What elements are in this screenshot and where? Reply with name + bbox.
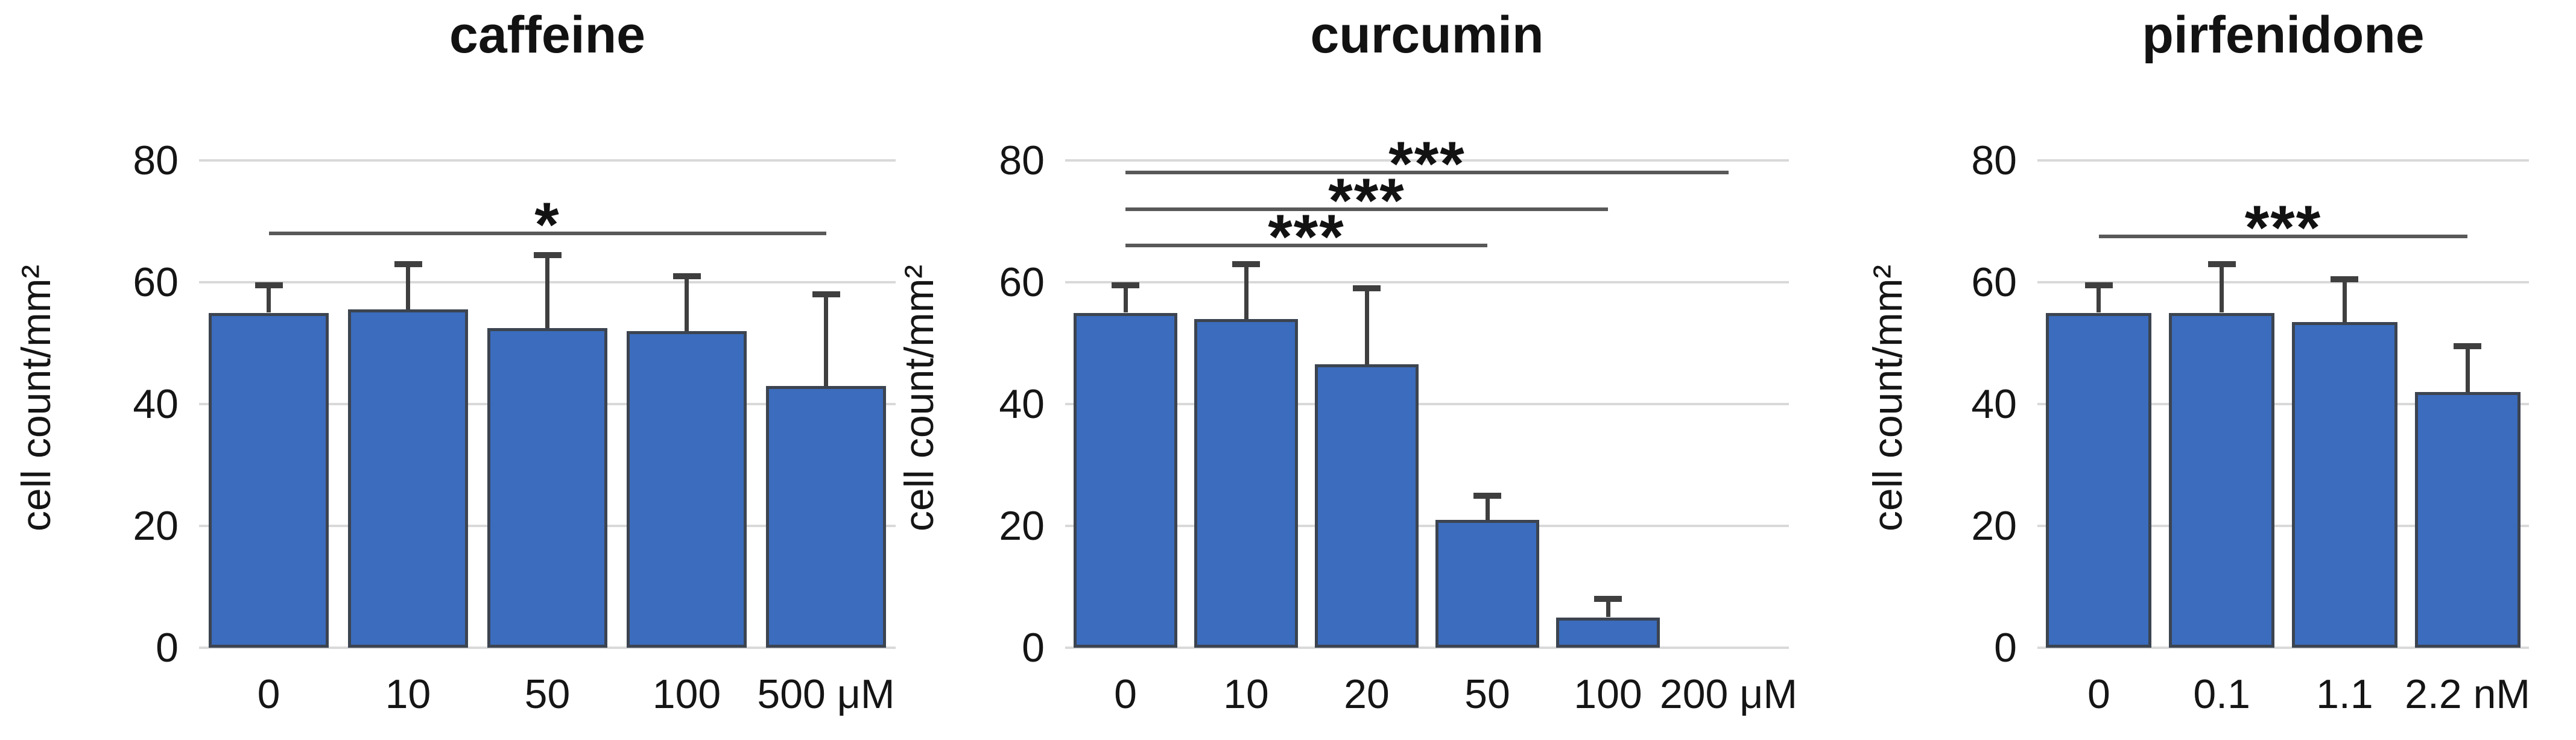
error-bar-stem xyxy=(2220,264,2224,313)
significance-label: * xyxy=(534,190,560,261)
bar xyxy=(348,309,468,648)
error-bar-stem xyxy=(2342,279,2347,322)
x-tick-label: 0 xyxy=(2087,671,2110,717)
significance-line xyxy=(1125,171,1729,175)
error-bar-cap xyxy=(1112,282,1139,289)
bar xyxy=(209,312,329,648)
bar xyxy=(1556,617,1660,648)
error-bar-stem xyxy=(2465,346,2470,392)
error-bar-stem xyxy=(406,264,410,310)
gridline-y80 xyxy=(199,159,896,162)
error-bar-cap xyxy=(533,251,562,258)
error-bar-cap xyxy=(1232,261,1260,267)
y-tick-label: 80 xyxy=(1971,138,2017,183)
y-tick-label: 60 xyxy=(999,259,1045,305)
x-tick-label: 10 xyxy=(385,671,431,717)
significance-label: *** xyxy=(1388,129,1466,200)
y-tick-label: 40 xyxy=(1971,381,2017,427)
x-tick-label: 0.1 xyxy=(2193,671,2250,717)
bar xyxy=(1435,519,1539,648)
gridline-y60 xyxy=(2037,281,2529,283)
gridline-y0 xyxy=(199,647,896,649)
bar xyxy=(2414,391,2521,648)
x-tick-label: 50 xyxy=(1464,671,1510,717)
error-bar-cap xyxy=(1353,285,1381,292)
significance-line xyxy=(1125,207,1608,211)
error-bar-stem xyxy=(1244,264,1248,319)
gridline-y0 xyxy=(2037,647,2529,649)
error-bar-stem xyxy=(545,255,549,328)
y-tick-label: 20 xyxy=(999,503,1045,549)
x-tick-label: 0 xyxy=(257,671,280,717)
error-bar-stem xyxy=(685,276,689,331)
error-bar-stem xyxy=(267,285,271,313)
x-tick-label: 1.1 xyxy=(2316,671,2373,717)
error-bar-cap xyxy=(812,291,840,298)
bar xyxy=(2291,321,2397,648)
x-tick-label: 0 xyxy=(1114,671,1137,717)
y-tick-label: 20 xyxy=(133,503,179,549)
error-bar-stem xyxy=(1364,288,1369,365)
x-tick-label: 100 xyxy=(652,671,721,717)
error-bar-cap xyxy=(2331,276,2359,282)
y-tick-label: 40 xyxy=(133,381,179,427)
significance-label: *** xyxy=(1268,202,1345,273)
x-tick-label: 500 μM xyxy=(757,671,895,717)
gridline-y80 xyxy=(2037,159,2529,162)
chart-title: pirfenidone xyxy=(2142,6,2425,64)
bar xyxy=(766,385,886,648)
x-tick-label: 200 μM xyxy=(1659,671,1798,717)
bar xyxy=(1074,312,1177,648)
error-bar-cap xyxy=(2084,282,2113,289)
x-tick-label: 20 xyxy=(1344,671,1390,717)
x-tick-label: 50 xyxy=(524,671,571,717)
error-bar-stem xyxy=(1123,285,1128,313)
bar xyxy=(1315,364,1419,648)
gridline-y40 xyxy=(2037,403,2529,405)
y-tick-label: 0 xyxy=(1994,625,2017,671)
gridline-y40 xyxy=(1065,403,1789,405)
gridline-y60 xyxy=(1065,281,1789,283)
error-bar-cap xyxy=(2454,343,2482,350)
error-bar-cap xyxy=(255,282,283,289)
x-tick-label: 100 xyxy=(1574,671,1642,717)
bar xyxy=(487,327,607,648)
y-tick-label: 60 xyxy=(1971,259,2017,305)
y-tick-label: 80 xyxy=(999,138,1045,183)
error-bar-stem xyxy=(824,294,828,386)
error-bar-cap xyxy=(2207,261,2236,267)
gridline-y20 xyxy=(2037,525,2529,527)
gridline-y0 xyxy=(1065,647,1789,649)
chart-title: caffeine xyxy=(449,6,646,64)
chart-title: curcumin xyxy=(1310,6,1544,64)
error-bar-cap xyxy=(394,261,422,267)
significance-line xyxy=(2098,235,2468,239)
significance-label: *** xyxy=(2244,193,2322,264)
significance-line xyxy=(1125,244,1487,248)
bar xyxy=(2169,312,2275,648)
error-bar-stem xyxy=(1606,599,1610,618)
y-tick-label: 60 xyxy=(133,259,179,305)
x-tick-label: 2.2 nM xyxy=(2405,671,2531,717)
y-tick-label: 40 xyxy=(999,381,1045,427)
x-tick-label: 10 xyxy=(1223,671,1269,717)
y-tick-label: 80 xyxy=(133,138,179,183)
gridline-y20 xyxy=(1065,525,1789,527)
y-tick-label: 20 xyxy=(1971,503,2017,549)
significance-line xyxy=(268,232,826,236)
error-bar-cap xyxy=(1594,596,1622,602)
bar xyxy=(627,330,747,648)
bar xyxy=(1194,318,1298,648)
significance-label: *** xyxy=(1328,165,1405,236)
error-bar-cap xyxy=(672,273,701,279)
error-bar-stem xyxy=(1485,495,1490,520)
gridline-y80 xyxy=(1065,159,1789,162)
error-bar-cap xyxy=(1473,492,1501,499)
y-tick-label: 0 xyxy=(1022,625,1045,671)
error-bar-stem xyxy=(2097,285,2101,313)
y-tick-label: 0 xyxy=(156,625,179,671)
bar xyxy=(2046,312,2152,648)
